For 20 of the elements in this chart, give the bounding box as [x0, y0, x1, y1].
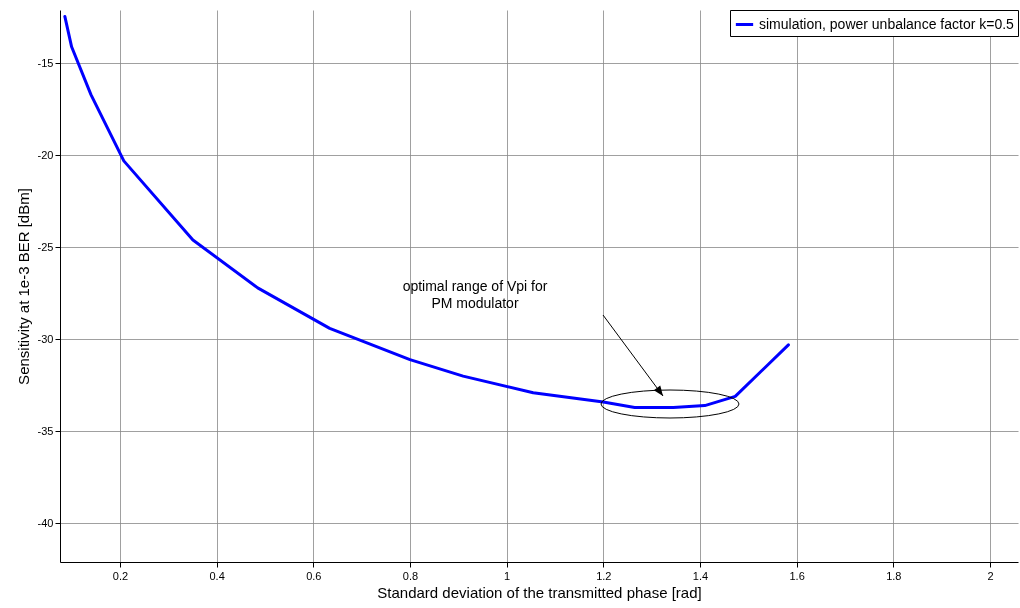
x-tick-label: 0.8	[402, 569, 419, 582]
x-tick-label: 1	[504, 569, 511, 582]
x-tick-label: 2	[987, 569, 994, 582]
legend-label: simulation, power unbalance factor k=0.5	[759, 15, 1015, 32]
y-tick-label: -35	[37, 424, 54, 437]
x-tick-label: 0.6	[306, 569, 322, 582]
y-tick-label: -30	[37, 332, 54, 345]
x-tick-label: 1.2	[596, 569, 612, 582]
y-tick-label: -40	[37, 516, 54, 529]
x-tick-label: 1.6	[789, 569, 805, 582]
x-tick-label: 1.8	[886, 569, 902, 582]
x-tick-label: 1.4	[692, 569, 709, 582]
y-axis-title: Sensitivity at 1e-3 BER [dBm]	[14, 188, 32, 385]
y-tick-label: -20	[37, 148, 54, 161]
x-axis-title: Standard deviation of the transmitted phase [rad]	[377, 583, 702, 601]
x-tick-label: 0.4	[209, 569, 225, 582]
annotation: optimal range of Vpi for PM modulator	[402, 278, 548, 311]
y-tick-label: -15	[37, 56, 54, 69]
y-tick-label: -25	[37, 240, 54, 253]
x-tick-label: 0.2	[112, 569, 129, 582]
